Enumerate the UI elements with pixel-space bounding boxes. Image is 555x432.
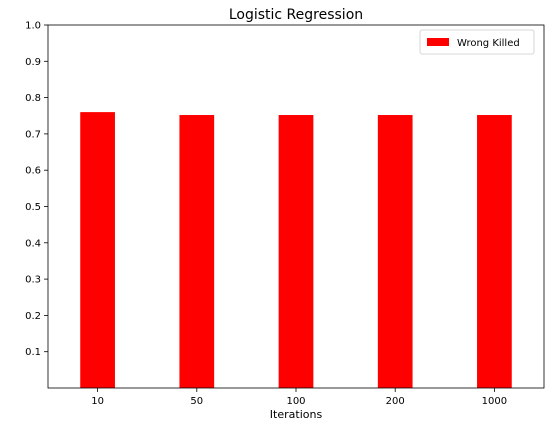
bar bbox=[278, 115, 314, 389]
chart-title: Logistic Regression bbox=[229, 7, 363, 23]
axes-frame bbox=[47, 24, 545, 389]
bar bbox=[179, 115, 215, 389]
y-tick-label: 0.7 bbox=[25, 129, 41, 140]
y-tick-label: 0.4 bbox=[25, 238, 41, 249]
legend-box bbox=[419, 29, 535, 55]
x-tick-label: 1000 bbox=[482, 396, 507, 407]
plot-area: 10 50 100 200 1000 0.1 0.2 0.3 0.4 0.5 0.6 0.7 0.8 0.… bbox=[25, 21, 545, 407]
legend-label: Wrong Killed bbox=[457, 38, 520, 49]
y-tick-label: 0.5 bbox=[25, 202, 41, 213]
y-tick-label: 0.3 bbox=[25, 275, 41, 286]
y-tick-label: 0.9 bbox=[25, 57, 41, 68]
x-axis-label: Iterations bbox=[270, 408, 323, 421]
x-tick-label: 200 bbox=[386, 396, 405, 407]
y-tick-label: 0.1 bbox=[25, 347, 41, 358]
y-tick-label: 0.6 bbox=[25, 166, 41, 177]
x-tick-label: 50 bbox=[190, 396, 203, 407]
legend: Wrong Killed bbox=[419, 29, 535, 55]
bar bbox=[80, 112, 115, 389]
y-tick-label: 0.2 bbox=[25, 311, 41, 322]
bar bbox=[377, 115, 413, 389]
legend-swatch bbox=[427, 38, 449, 46]
y-tick-label: 0.8 bbox=[25, 93, 41, 104]
x-tick-label: 100 bbox=[286, 396, 305, 407]
x-tick-label: 10 bbox=[91, 396, 104, 407]
y-tick-label: 1.0 bbox=[25, 21, 41, 32]
bar bbox=[477, 115, 512, 389]
